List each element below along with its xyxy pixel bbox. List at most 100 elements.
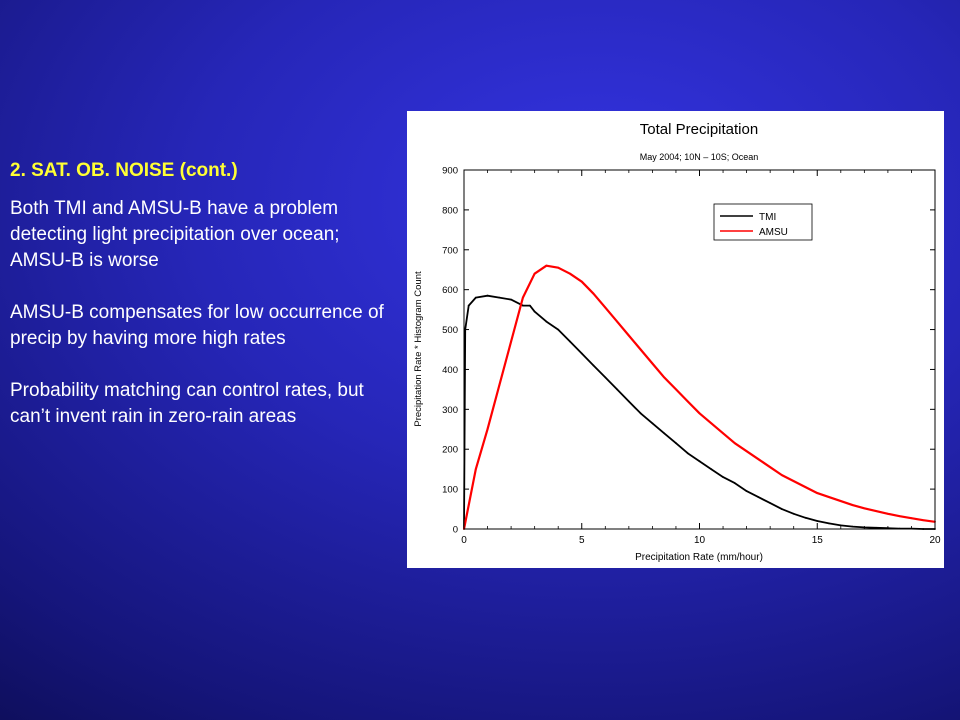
data-point-tmi — [828, 522, 830, 525]
data-point-tmi — [529, 304, 531, 307]
x-axis-label: Precipitation Rate (mm/hour) — [635, 552, 763, 563]
data-point-amsu — [710, 422, 713, 425]
data-point-amsu — [898, 515, 901, 518]
data-point-amsu — [745, 450, 748, 453]
data-point-tmi — [651, 422, 654, 425]
data-point-amsu — [769, 466, 772, 469]
x-tick-label-10: 10 — [694, 535, 706, 546]
y-tick-label-0: 0 — [453, 525, 458, 536]
slide-heading: 2. SAT. OB. NOISE (cont.) — [10, 160, 238, 181]
y-axis-label: Precipitation Rate * Histogram Count — [413, 271, 424, 427]
data-point-tmi — [698, 460, 701, 463]
data-point-tmi — [839, 524, 842, 527]
y-tick-label-800: 800 — [442, 205, 458, 216]
data-point-amsu — [675, 388, 677, 391]
data-point-amsu — [639, 348, 642, 351]
data-point-tmi — [804, 516, 807, 519]
data-point-amsu — [651, 362, 654, 365]
data-point-tmi — [781, 508, 783, 510]
y-tick-label-200: 200 — [442, 445, 458, 456]
data-point-amsu — [910, 517, 913, 520]
data-point-amsu — [557, 266, 560, 269]
data-point-tmi — [592, 364, 595, 367]
data-point-tmi — [722, 476, 724, 478]
data-point-tmi — [769, 502, 772, 504]
data-point-tmi — [510, 298, 512, 301]
data-point-amsu — [533, 272, 536, 275]
data-point-amsu — [875, 510, 877, 512]
data-point-tmi — [474, 296, 477, 299]
data-point-amsu — [580, 280, 583, 283]
paragraph-probability-matching: Probability matching can control rates, … — [10, 380, 364, 427]
legend-label-amsu: AMSU — [759, 227, 788, 238]
data-point-tmi — [792, 512, 795, 515]
data-point-tmi — [851, 525, 854, 528]
series-line-tmi — [463, 294, 935, 530]
data-point-amsu — [839, 500, 842, 502]
data-point-amsu — [698, 412, 701, 415]
data-point-amsu — [604, 306, 607, 309]
data-point-amsu — [616, 320, 618, 323]
data-point-amsu — [627, 334, 630, 337]
data-point-tmi — [486, 294, 489, 297]
x-tick-label-15: 15 — [812, 535, 824, 546]
data-point-tmi — [663, 432, 666, 435]
y-tick-label-500: 500 — [442, 325, 458, 336]
x-tick-label-5: 5 — [579, 535, 585, 546]
chart-svg: Total Precipitation May 2004; 10N – 10S;… — [413, 121, 941, 563]
chart-panel: Total Precipitation May 2004; 10N – 10S;… — [407, 111, 944, 568]
y-tick-label-900: 900 — [442, 166, 458, 177]
data-point-amsu — [522, 296, 524, 299]
legend-box — [713, 203, 813, 241]
data-point-amsu — [828, 496, 830, 498]
data-point-amsu — [569, 272, 571, 275]
y-tick-label-100: 100 — [442, 485, 458, 496]
data-point-amsu — [733, 442, 736, 445]
data-point-amsu — [686, 400, 689, 403]
chart-subtitle: May 2004; 10N – 10S; Ocean — [640, 152, 759, 162]
y-tick-label-300: 300 — [442, 405, 458, 416]
data-point-tmi — [569, 340, 571, 343]
data-point-amsu — [816, 492, 819, 494]
data-point-tmi — [522, 304, 524, 307]
data-point-amsu — [510, 340, 512, 343]
data-point-tmi — [733, 482, 736, 484]
data-point-amsu — [474, 468, 477, 471]
x-tick-label-20: 20 — [929, 535, 941, 546]
chart-legend: TMI AMSU — [713, 203, 813, 241]
series-tmi — [463, 294, 936, 530]
data-point-amsu — [545, 264, 548, 267]
data-point-tmi — [816, 520, 819, 522]
data-point-amsu — [851, 504, 854, 506]
paragraph-compensation: AMSU-B compensates for low occurrence of… — [10, 302, 384, 349]
chart-title: Total Precipitation — [640, 121, 758, 138]
y-tick-label-700: 700 — [442, 245, 458, 256]
data-point-amsu — [722, 432, 724, 435]
data-point-amsu — [757, 458, 760, 461]
data-point-tmi — [757, 496, 760, 498]
slide-text-block: 2. SAT. OB. NOISE (cont.) Both TMI and A… — [10, 158, 395, 456]
axes-layer: 0 100 200 300 400 500 600 700 800 900 0 5 10 15 20 — [442, 166, 941, 547]
data-point-amsu — [663, 376, 666, 379]
data-point-amsu — [792, 480, 795, 482]
data-point-tmi — [557, 328, 560, 331]
data-point-tmi — [627, 400, 630, 403]
legend-label-tmi: TMI — [759, 212, 776, 223]
data-point-tmi — [745, 490, 748, 492]
plot-frame — [463, 169, 936, 530]
y-tick-label-400: 400 — [442, 365, 458, 376]
x-tick-label-0: 0 — [461, 535, 467, 546]
data-point-tmi — [639, 412, 642, 415]
data-point-tmi — [675, 442, 677, 445]
data-point-amsu — [804, 486, 807, 488]
data-point-tmi — [604, 376, 607, 379]
data-point-amsu — [781, 474, 783, 476]
data-point-amsu — [486, 428, 489, 431]
data-point-tmi — [580, 352, 583, 355]
data-point-tmi — [545, 320, 548, 323]
data-point-amsu — [887, 512, 889, 515]
data-point-tmi — [533, 310, 536, 313]
data-point-tmi — [467, 304, 470, 307]
data-point-amsu — [863, 507, 866, 510]
data-point-tmi — [875, 526, 877, 529]
